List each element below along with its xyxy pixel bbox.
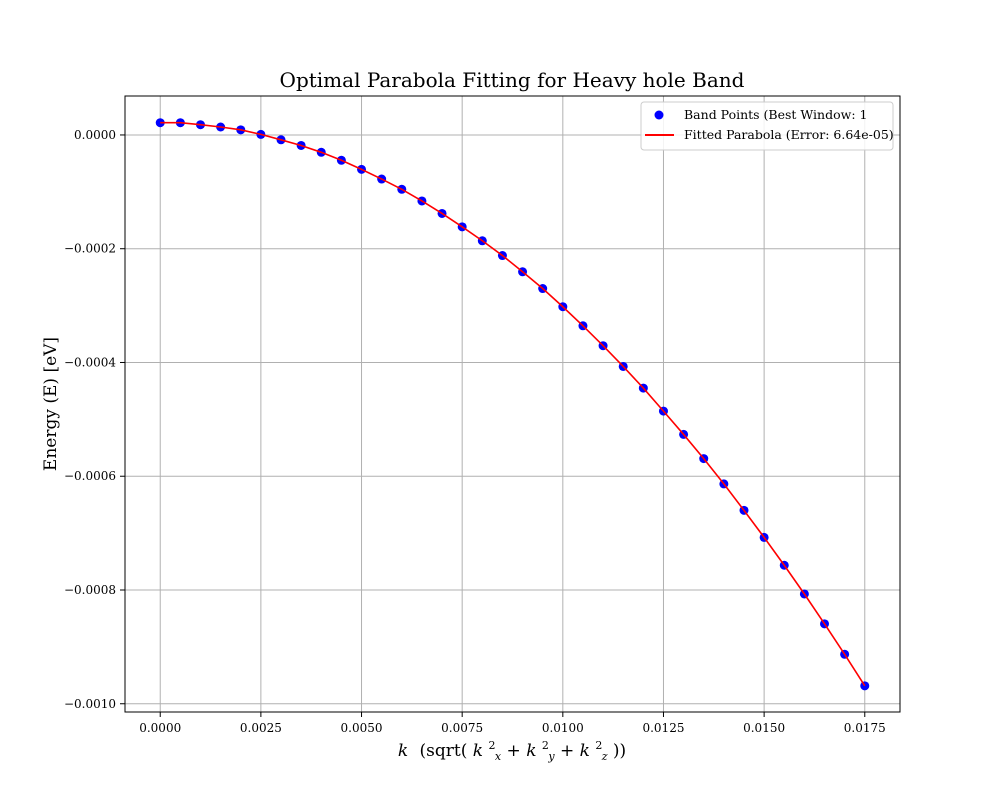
y-tick-label: −0.0006 — [64, 469, 116, 483]
y-tick-label: −0.0004 — [64, 355, 116, 369]
legend-box — [640, 101, 894, 151]
y-tick-label: −0.0002 — [64, 242, 116, 256]
fitted-parabola-line — [160, 121, 866, 687]
x-axis-title: k (sqrt( k 2 x + k 2 y + k 2 z )) — [398, 734, 626, 765]
y-tick-label: 0.0000 — [74, 128, 116, 142]
x-tick-label: 0.0025 — [240, 721, 282, 735]
legend-label-band-points: Band Points (Best Window: 1 — [684, 107, 867, 122]
x-tick-label: 0.0050 — [341, 721, 383, 735]
x-axis-title-post: )) — [613, 741, 626, 761]
band-point — [155, 118, 165, 128]
x-tick-label: 0.0100 — [542, 721, 584, 735]
chart-title: Optimal Parabola Fitting for Heavy hole … — [280, 68, 745, 92]
plot-frame — [124, 95, 901, 713]
x-tick-label: 0.0150 — [743, 721, 785, 735]
x-axis-title-pre: (sqrt( — [420, 741, 468, 761]
x-axis-title-ysub: y — [547, 750, 555, 763]
tick-layer: 0.0000 0.0025 0.0050 0.0075 0.0100 0.0125 0.01… — [64, 128, 886, 735]
y-axis-title: Energy (E) [eV] — [41, 337, 61, 471]
x-axis-title-kz: k — [580, 741, 590, 761]
x-axis-title-zsub: z — [601, 750, 608, 763]
x-axis-title-k: k — [398, 741, 408, 761]
x-axis-title-plus2: + — [560, 741, 580, 761]
legend: Band Points (Best Window: 1 Fitted Parab… — [640, 101, 894, 151]
x-tick-label: 0.0125 — [642, 721, 684, 735]
legend-marker-band-points — [654, 110, 664, 120]
series-layer — [155, 118, 870, 691]
legend-label-fitted-parabola: Fitted Parabola (Error: 6.64e-05) — [684, 127, 894, 142]
x-tick-label: 0.0175 — [844, 721, 886, 735]
y-tick-label: −0.0010 — [64, 697, 116, 711]
x-axis-title-sup: 2 — [489, 739, 496, 752]
x-axis-title-sup: 2 — [595, 739, 602, 752]
x-tick-label: 0.0075 — [441, 721, 483, 735]
x-axis-title-sup: 2 — [542, 739, 549, 752]
y-tick-label: −0.0008 — [64, 583, 116, 597]
x-axis-title-kx: k — [473, 741, 483, 761]
x-axis-title-plus1: + — [507, 741, 527, 761]
x-tick-label: 0.0000 — [139, 721, 181, 735]
x-axis-title-xsub: x — [495, 750, 502, 763]
grid-layer — [125, 96, 900, 712]
x-axis-title-ky: k — [526, 741, 536, 761]
